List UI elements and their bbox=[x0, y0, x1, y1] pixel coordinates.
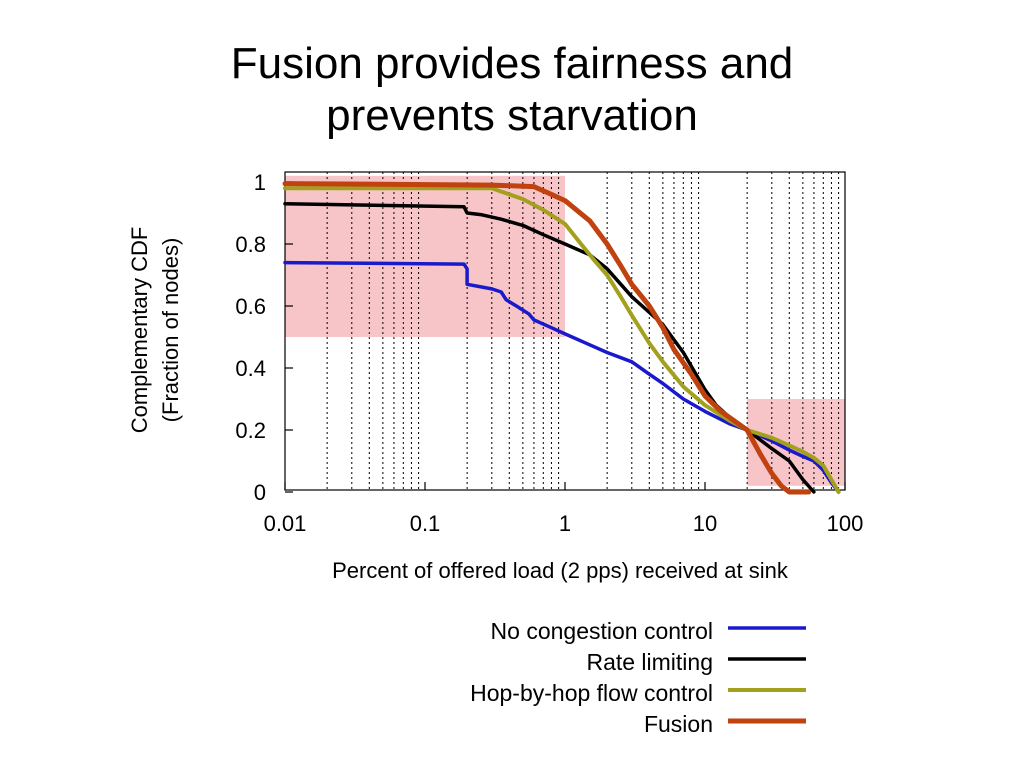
y-tick-label: 0.8 bbox=[235, 232, 266, 257]
series-line-3 bbox=[283, 186, 841, 494]
legend-label-2: Rate limiting bbox=[586, 649, 713, 675]
series-line-1 bbox=[283, 260, 841, 494]
x-tick-label: 0.01 bbox=[264, 511, 307, 536]
x-tick-label: 1 bbox=[559, 511, 571, 536]
series-lines bbox=[282, 181, 841, 495]
y-tick-label: 0.2 bbox=[235, 418, 266, 443]
highlight-region-1 bbox=[285, 175, 565, 337]
legend-label-1: No congestion control bbox=[491, 618, 713, 644]
x-axis-label: Percent of offered load (2 pps) received… bbox=[332, 558, 789, 583]
highlight-regions bbox=[285, 175, 845, 486]
slide-title-line-2: prevents starvation bbox=[326, 91, 698, 140]
legend-label-3: Hop-by-hop flow control bbox=[470, 680, 713, 706]
axis-ticks: 0.01 0.1 1 10 100 0 0.2 0.4 0.6 0.8 1 bbox=[235, 170, 863, 536]
slide-title-line-1: Fusion provides fairness and bbox=[230, 39, 794, 88]
y-tick-label: 0.6 bbox=[235, 294, 266, 319]
y-tick-label: 0.4 bbox=[235, 356, 266, 381]
series-line-4 bbox=[282, 181, 812, 495]
series-line-2 bbox=[283, 201, 816, 494]
legend-label-4: Fusion bbox=[644, 711, 713, 737]
y-tick-label: 1 bbox=[254, 170, 266, 195]
x-tick-label: 10 bbox=[693, 511, 717, 536]
legend: No congestion control Rate limiting Hop-by… bbox=[470, 618, 806, 737]
y-tick-label: 0 bbox=[254, 480, 266, 505]
x-tick-label: 100 bbox=[827, 511, 864, 536]
vertical-grid bbox=[326, 172, 840, 490]
y-axis-label-line-2: (Fraction of nodes) bbox=[158, 238, 183, 423]
x-tick-label: 0.1 bbox=[410, 511, 441, 536]
slide-title: Fusion provides fairness and prevents st… bbox=[0, 38, 1024, 142]
y-axis-label-line-1: Complementary CDF bbox=[127, 227, 152, 434]
